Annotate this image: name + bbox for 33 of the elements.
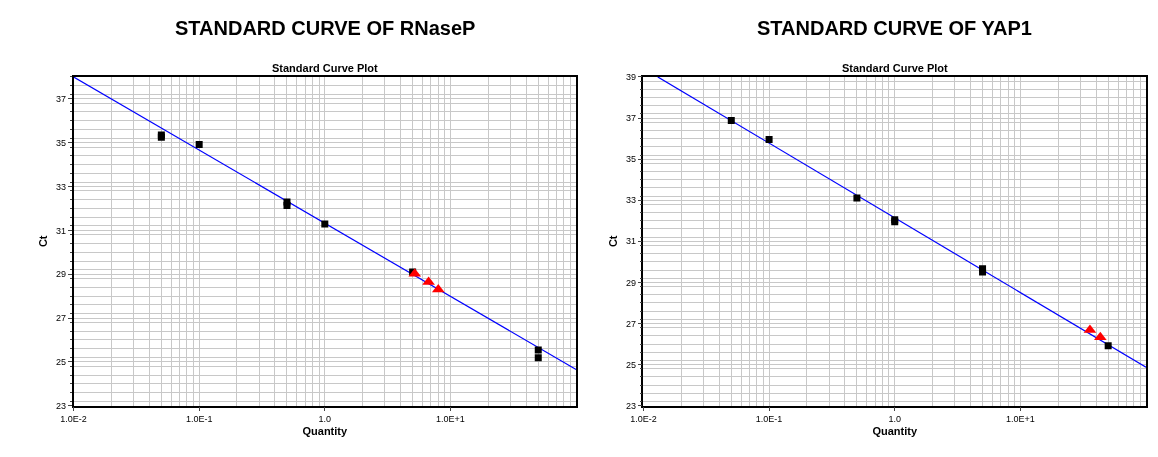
y-tick-label: 23 [625, 400, 636, 411]
y-tick-label: 25 [55, 357, 66, 368]
y-tick-label: 23 [55, 400, 66, 411]
y-axis-title: Ct [37, 235, 50, 248]
chart-title: STANDARD CURVE OF RNaseP [175, 17, 476, 39]
x-axis-title: Quantity [302, 424, 348, 437]
y-tick-label: 31 [625, 236, 636, 247]
x-tick-label: 1.0 [888, 414, 901, 425]
x-tick-label: 1.0E+1 [436, 414, 465, 425]
x-tick-label: 1.0E-1 [185, 414, 213, 425]
y-tick-label: 25 [625, 359, 636, 370]
y-tick-label: 39 [625, 72, 636, 83]
x-axis-title: Quantity [872, 424, 918, 437]
x-tick-label: 1.0E-1 [755, 414, 783, 425]
y-tick-label: 29 [625, 277, 636, 288]
y-tick-label: 35 [55, 137, 66, 148]
chart-subtitle: Standard Curve Plot [272, 62, 379, 74]
chart-subtitle: Standard Curve Plot [842, 62, 949, 74]
y-tick-label: 29 [55, 269, 66, 280]
x-tick-label: 1.0E+1 [1005, 414, 1035, 425]
y-tick-label: 35 [625, 154, 636, 165]
y-tick-label: 33 [625, 195, 636, 206]
y-tick-label: 33 [55, 181, 66, 192]
y-tick-label: 27 [55, 313, 66, 324]
x-tick-label: 1.0E-2 [630, 414, 657, 425]
y-axis-title: Ct [607, 235, 620, 248]
y-tick-label: 31 [55, 225, 66, 236]
x-tick-label: 1.0E-2 [60, 414, 87, 425]
chart-title: STANDARD CURVE OF YAP1 [757, 17, 1032, 39]
y-tick-label: 27 [625, 318, 636, 329]
y-tick-label: 37 [625, 113, 636, 124]
x-tick-label: 1.0 [318, 414, 332, 425]
y-tick-label: 37 [55, 93, 66, 104]
